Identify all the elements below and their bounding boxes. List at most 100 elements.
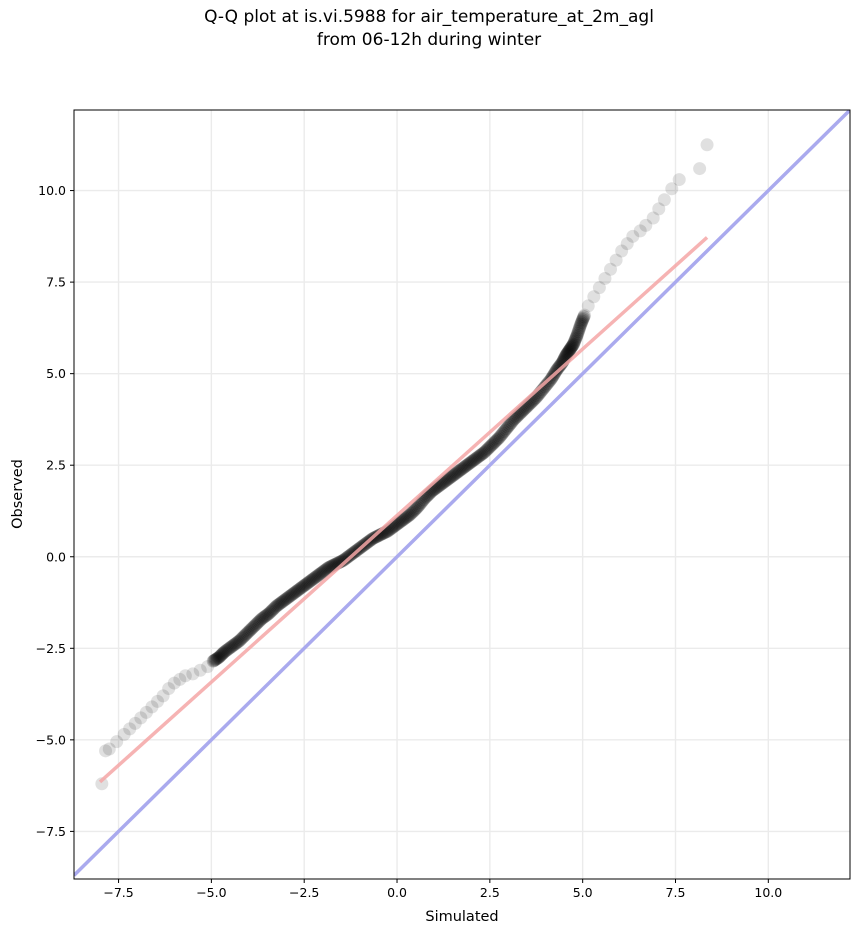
qq-point: [261, 607, 275, 621]
qq-point: [283, 589, 297, 603]
qq-point: [552, 361, 566, 375]
qq-point: [604, 262, 618, 276]
y-tick-label: 0.0: [46, 549, 66, 564]
qq-point: [268, 600, 282, 614]
qq-point: [237, 629, 251, 643]
qq-point: [565, 340, 579, 354]
qq-point: [269, 599, 283, 613]
qq-point: [571, 326, 585, 340]
qq-point: [266, 603, 280, 617]
qq-point: [456, 461, 470, 475]
qq-point: [318, 563, 332, 577]
qq-point: [441, 472, 455, 486]
qq-point: [320, 562, 334, 576]
qq-point: [394, 514, 408, 528]
qq-point: [235, 632, 249, 646]
qq-point: [570, 328, 584, 342]
qq-point: [222, 641, 236, 655]
qq-point: [561, 345, 575, 359]
qq-point: [498, 423, 512, 437]
qq-point: [454, 463, 468, 477]
qq-point: [551, 362, 565, 376]
chart-title: Q-Q plot at is.vi.5988 for air_temperatu…: [0, 6, 858, 52]
x-axis-ticks: −7.5 −5.0 −2.5 0.0 2.5 5.0 7.5 10.0: [103, 879, 782, 900]
qq-point: [639, 218, 653, 232]
qq-point: [224, 640, 238, 654]
qq-point: [672, 173, 686, 187]
x-tick-label: 0.0: [387, 885, 407, 900]
qq-point: [563, 343, 577, 357]
qq-point: [389, 518, 403, 532]
qq-point: [443, 471, 457, 485]
qq-point: [145, 700, 159, 714]
qq-point: [414, 496, 428, 510]
qq-point: [398, 511, 412, 525]
x-tick-label: 2.5: [480, 885, 500, 900]
qq-point: [99, 744, 113, 758]
qq-point: [219, 644, 233, 658]
y-tick-label: 7.5: [46, 275, 66, 290]
qq-point: [294, 581, 308, 595]
qq-point: [310, 569, 324, 583]
qq-point: [567, 336, 581, 350]
qq-point: [248, 618, 262, 632]
qq-point: [117, 727, 131, 741]
qq-point: [339, 552, 353, 566]
qq-point: [410, 500, 424, 514]
qq-point: [487, 436, 501, 450]
qq-point: [561, 346, 575, 360]
qq-point: [257, 610, 271, 624]
qq-point: [211, 651, 225, 665]
qq-point: [321, 561, 335, 575]
qq-point: [221, 642, 235, 656]
qq-point: [403, 508, 417, 522]
qq-point: [497, 425, 511, 439]
qq-point: [290, 584, 304, 598]
qq-point: [316, 564, 330, 578]
x-tick-label: −5.0: [196, 885, 226, 900]
qq-point: [413, 497, 427, 511]
y-tick-label: 5.0: [46, 366, 66, 381]
qq-point: [471, 450, 485, 464]
qq-point: [255, 612, 269, 626]
qq-point: [151, 694, 165, 708]
qq-point: [436, 476, 450, 490]
qq-point: [615, 244, 629, 258]
qq-point: [323, 560, 337, 574]
qq-point: [173, 672, 187, 686]
qq-point: [581, 299, 595, 313]
x-tick-label: 5.0: [573, 885, 593, 900]
qq-point: [407, 504, 421, 518]
qq-point: [566, 337, 580, 351]
qq-point: [493, 429, 507, 443]
qq-point: [397, 512, 411, 526]
qq-point: [565, 339, 579, 353]
qq-point: [408, 503, 422, 517]
qq-point: [467, 453, 481, 467]
qq-point: [273, 596, 287, 610]
qq-point: [576, 311, 590, 325]
qq-point: [476, 446, 490, 460]
qq-point: [438, 475, 452, 489]
qq-point: [495, 428, 509, 442]
qq-point: [563, 342, 577, 356]
qq-point: [477, 445, 491, 459]
plot-area: [74, 110, 850, 877]
qq-point: [262, 607, 276, 621]
qq-point: [246, 621, 260, 635]
chart-title-line-2: from 06-12h during winter: [316, 30, 542, 50]
qq-point: [110, 735, 124, 749]
qq-point: [665, 182, 679, 196]
qq-point: [208, 653, 222, 667]
qq-point: [370, 530, 384, 544]
qq-point: [289, 585, 303, 599]
qq-point: [229, 637, 243, 651]
qq-point: [587, 290, 601, 304]
qq-point: [314, 566, 328, 580]
qq-point: [210, 652, 224, 666]
qq-point: [278, 593, 292, 607]
qq-point: [233, 633, 247, 647]
qq-point: [292, 583, 306, 597]
qq-point: [309, 570, 323, 584]
qq-point: [280, 591, 294, 605]
